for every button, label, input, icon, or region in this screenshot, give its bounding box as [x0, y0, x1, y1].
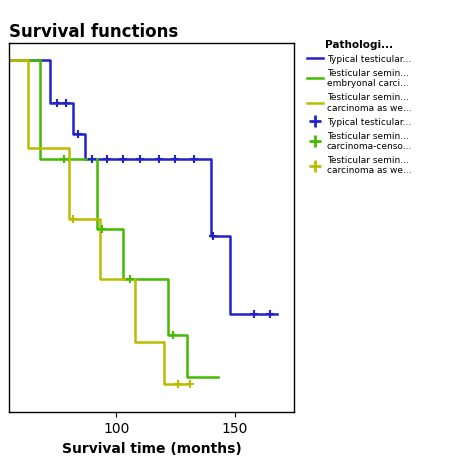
- Legend: Typical testicular..., Testicular semin...
embryonal carci..., Testicular semin.: Typical testicular..., Testicular semin.…: [307, 40, 412, 175]
- X-axis label: Survival time (months): Survival time (months): [62, 442, 242, 456]
- Text: Survival functions: Survival functions: [9, 23, 179, 41]
